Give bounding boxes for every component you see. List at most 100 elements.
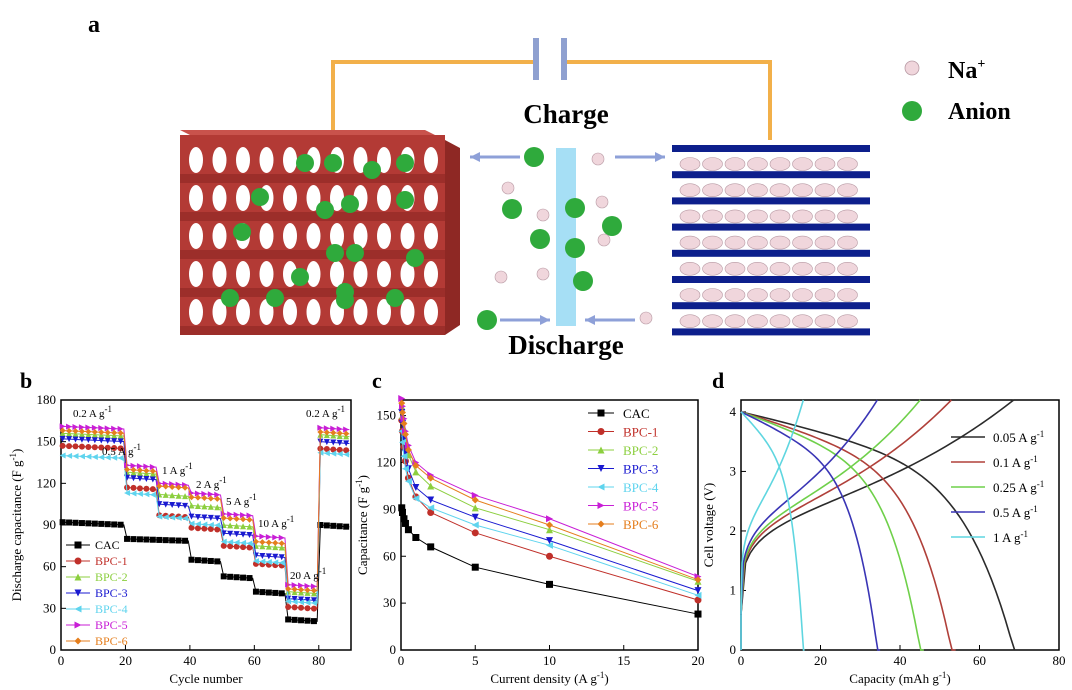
series-bpc-6 — [398, 399, 702, 584]
intercalated-na — [747, 261, 768, 276]
data-point — [156, 483, 163, 490]
graphene-layer — [672, 197, 870, 205]
data-point — [124, 484, 131, 491]
anion — [233, 223, 251, 241]
data-point — [91, 444, 98, 451]
data-point — [336, 426, 343, 433]
data-point — [194, 514, 201, 521]
panel-b: b 0 20 40 60 80 0 30 60 90 120 150 180 Cycle number D… — [8, 368, 352, 686]
carbon-pore — [424, 261, 438, 287]
data-point — [201, 557, 208, 564]
data-point — [136, 463, 143, 470]
anion — [530, 229, 550, 249]
discharge-curve — [740, 411, 956, 651]
data-point — [546, 515, 553, 523]
carbon-pore — [283, 299, 297, 325]
data-point — [98, 444, 105, 451]
data-point — [201, 495, 208, 502]
data-point — [304, 617, 311, 624]
data-point — [98, 425, 105, 432]
data-point — [85, 443, 92, 450]
graphene-layer — [672, 223, 870, 231]
data-point — [304, 582, 311, 589]
data-point — [188, 502, 195, 509]
data-point — [188, 494, 195, 501]
data-point — [149, 463, 156, 470]
intercalated-na — [679, 235, 701, 250]
intercalated-na — [679, 157, 701, 171]
data-point — [78, 520, 85, 527]
data-point — [304, 587, 311, 594]
carbon-pore — [236, 147, 250, 173]
data-point — [207, 503, 214, 510]
anion — [386, 289, 404, 307]
y-axis-label: Capacitance (F g-1) — [354, 475, 370, 575]
data-point — [252, 588, 259, 595]
y-tick-label: 90 — [383, 501, 396, 516]
data-point — [240, 512, 247, 519]
data-point — [74, 621, 82, 629]
data-point — [694, 591, 702, 599]
carbon-pore — [377, 223, 391, 249]
data-point — [74, 541, 82, 549]
anion — [266, 289, 284, 307]
legend-label: BPC-3 — [623, 462, 658, 477]
panel-a-label: a — [88, 12, 100, 38]
data-point — [143, 476, 150, 483]
panel-a: a Charge Discharge Na+ Anion — [88, 12, 1011, 360]
carbon-pore — [400, 299, 415, 325]
data-point — [330, 429, 337, 436]
carbon-pore — [189, 261, 203, 287]
data-point — [136, 536, 143, 543]
carbon-pore — [424, 185, 438, 211]
carbon-pore — [330, 185, 344, 211]
data-point — [398, 504, 406, 512]
intercalated-na — [814, 157, 836, 171]
data-point — [162, 483, 169, 490]
x-axis-label: Capacity (mAh g-1) — [849, 670, 950, 686]
data-point — [546, 552, 553, 560]
anion — [396, 191, 414, 209]
data-point — [182, 493, 189, 500]
x-tick-label: 20 — [692, 653, 705, 668]
data-point — [265, 533, 272, 540]
data-point — [400, 452, 408, 460]
series-cac — [398, 504, 702, 618]
legend-label: BPC-5 — [95, 618, 128, 632]
intercalated-na — [702, 235, 723, 250]
data-point — [310, 583, 317, 590]
data-point — [401, 465, 409, 473]
discharge-curve — [740, 411, 924, 651]
legend-label: BPC-2 — [623, 443, 658, 458]
na-ion — [501, 181, 515, 195]
legend-label: 0.05 A g-1 — [993, 429, 1044, 445]
data-point — [304, 599, 311, 606]
data-point — [214, 526, 221, 533]
data-point — [398, 409, 406, 416]
na-ion-icon — [904, 60, 920, 76]
data-point — [291, 616, 298, 623]
intercalated-na — [837, 261, 858, 276]
carbon-pore — [259, 299, 274, 325]
data-point — [330, 446, 337, 453]
y-tick-label: 30 — [383, 595, 396, 610]
data-point — [111, 429, 118, 436]
data-point — [117, 438, 124, 445]
carbon-pore — [377, 261, 391, 287]
intercalated-na — [837, 314, 858, 329]
panel-b-data — [59, 423, 350, 625]
x-axis-label: Current density (A g-1) — [490, 670, 608, 686]
panel-b-annotations: 0.2 A g-1 0.5 A g-1 1 A g-12 A g-15 A g-11… — [73, 404, 345, 582]
x-tick-label: 15 — [617, 653, 630, 668]
data-point — [336, 446, 343, 453]
data-point — [85, 428, 92, 435]
graphene-layer — [672, 145, 870, 152]
intercalated-na — [679, 288, 701, 302]
data-point — [291, 604, 298, 611]
intercalated-na — [769, 209, 791, 224]
charge-curve — [740, 399, 921, 615]
carbon-pore — [330, 223, 344, 249]
data-point — [207, 491, 214, 498]
data-point — [285, 585, 292, 592]
intercalated-na — [792, 157, 813, 171]
